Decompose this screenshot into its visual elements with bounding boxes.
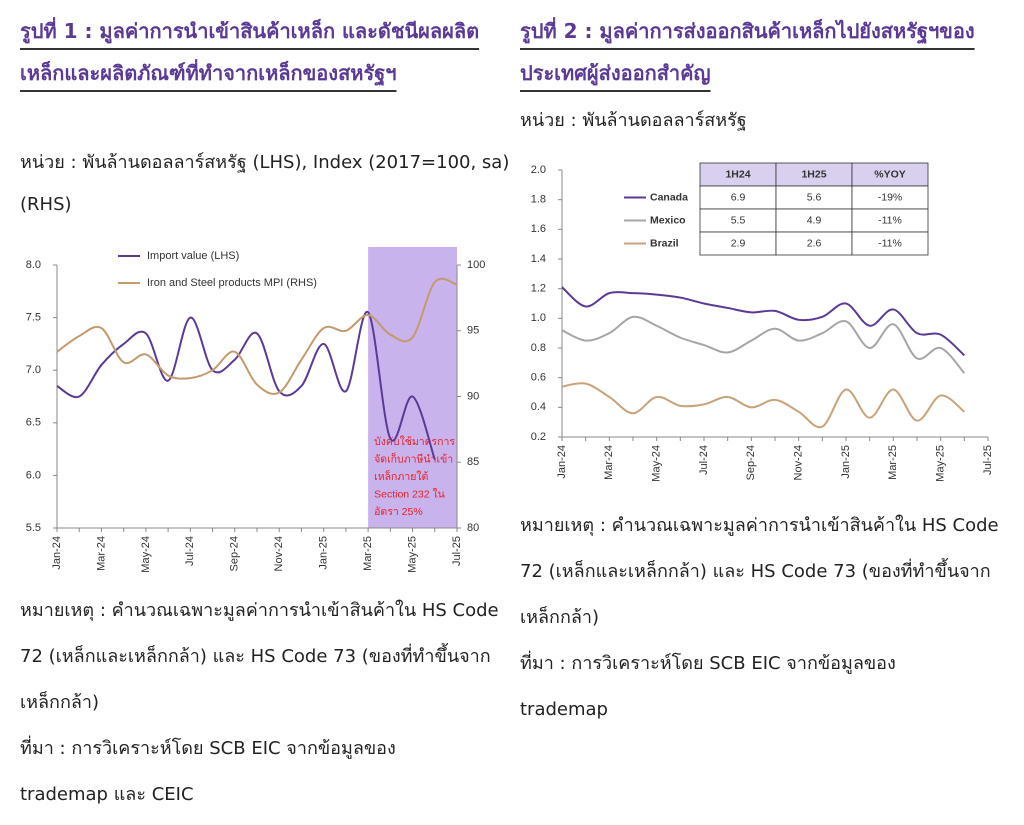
figure-title: รูปที่ 1 : มูลค่าการนำเข้าสินค้าเหล็ก แล… — [20, 19, 480, 85]
x-tick-label: Jul-24 — [698, 445, 710, 475]
annotation: Section 232 ใน — [374, 487, 445, 500]
unit-label: หน่วย : พันล้านดอลลาร์สหรัฐ — [520, 110, 747, 131]
y2-tick-label: 80 — [467, 522, 479, 534]
unit-label: หน่วย : พันล้านดอลลาร์สหรัฐ (LHS), Index… — [20, 152, 510, 215]
note: หมายเหตุ : คำนวณเฉพาะมูลค่าการนำเข้าสินค… — [520, 515, 999, 628]
annotation: อัตรา 25% — [374, 506, 423, 518]
x-tick-label: Jan-25 — [318, 536, 330, 570]
y-tick-label: 1.2 — [531, 283, 546, 295]
x-tick-label: Sep-24 — [229, 536, 241, 571]
series-line — [561, 382, 965, 429]
chart: 0.2 0.4 0.6 0.8 1.0 1.2 1.4 1.6 1.8 2.0 Jan-24 Mar-… — [531, 162, 994, 482]
x-tick-label: Nov-24 — [273, 536, 285, 571]
table-value: 5.6 — [807, 191, 822, 203]
y-tick-label: 1.0 — [531, 312, 546, 324]
y2-tick-label: 100 — [467, 259, 485, 271]
table-value: 2.6 — [807, 237, 822, 249]
series-line — [56, 277, 458, 396]
table-value: -11% — [878, 237, 902, 249]
x-tick-label: Jul-24 — [184, 536, 196, 566]
x-tick-label: Jul-25 — [451, 536, 463, 566]
annotation: บังคับใช้มาตรการ — [374, 435, 455, 448]
y-tick-label: 6.0 — [26, 469, 41, 481]
y-tick-label: 0.6 — [531, 372, 546, 384]
y-tick-label: 1.6 — [531, 223, 546, 235]
table-header: 1H25 — [801, 168, 826, 180]
table-value: 4.9 — [807, 214, 822, 226]
x-tick-label: Mar-24 — [95, 536, 107, 571]
figure-title: รูปที่ 2 : มูลค่าการส่งออกสินค้าเหล็กไปย… — [520, 19, 975, 85]
source: ที่มา : การวิเคราะห์โดย SCB EIC จากข้อมู… — [520, 653, 896, 720]
y-tick-label: 2.0 — [531, 164, 546, 176]
series-line — [561, 315, 966, 374]
y2-tick-label: 85 — [467, 456, 479, 468]
series-line — [561, 286, 966, 357]
legend-label: Iron and Steel products MPI (RHS) — [147, 277, 317, 289]
x-tick-label: Jul-25 — [982, 445, 994, 475]
y-tick-label: 5.5 — [26, 522, 41, 534]
table-cell — [851, 231, 929, 256]
legend-label: Canada — [650, 191, 688, 203]
note: หมายเหตุ : คำนวณเฉพาะมูลค่าการนำเข้าสินค… — [20, 600, 499, 713]
x-tick-label: Nov-24 — [793, 445, 805, 480]
x-tick-label: May-24 — [140, 536, 152, 573]
source: ที่มา : การวิเคราะห์โดย SCB EIC จากข้อมู… — [20, 738, 396, 805]
legend-label: Mexico — [650, 214, 686, 226]
y-tick-label: 7.5 — [26, 312, 41, 324]
legend-label: Import value (LHS) — [147, 250, 239, 262]
legend-label: Brazil — [650, 237, 679, 249]
y2-tick-label: 95 — [467, 325, 479, 337]
table-header: %YOY — [874, 168, 906, 180]
x-tick-label: May-24 — [651, 445, 663, 482]
y-tick-label: 1.8 — [531, 194, 546, 206]
x-tick-label: Mar-25 — [362, 536, 374, 571]
y-tick-label: 7.0 — [26, 364, 41, 376]
x-tick-label: Sep-24 — [745, 445, 757, 480]
y-tick-label: 0.8 — [531, 342, 546, 354]
x-tick-label: Mar-25 — [887, 445, 899, 480]
y2-tick-label: 90 — [467, 390, 479, 402]
table-value: 5.5 — [731, 214, 746, 226]
highlight-band — [368, 247, 457, 528]
y-tick-label: 0.2 — [531, 431, 546, 443]
table-value: -11% — [878, 214, 902, 226]
y-tick-label: 1.4 — [531, 253, 546, 265]
x-tick-label: Jan-24 — [556, 445, 568, 479]
x-tick-label: May-25 — [935, 445, 947, 482]
x-tick-label: Jan-24 — [51, 536, 63, 570]
y-tick-label: 8.0 — [26, 259, 41, 271]
x-tick-label: Mar-24 — [603, 445, 615, 480]
annotation: จัดเก็บภาษีนำเข้า — [374, 451, 453, 465]
series-line — [56, 311, 436, 460]
x-tick-label: May-25 — [406, 536, 418, 573]
y-tick-label: 0.4 — [531, 401, 546, 413]
table-value: -19% — [878, 191, 903, 203]
chart: บังคับใช้มาตรการจัดเก็บภาษีนำเข้าเหล็กภา… — [26, 247, 485, 573]
annotation: เหล็กภายใต้ — [374, 469, 428, 483]
table-value: 2.9 — [731, 237, 746, 249]
table-value: 6.9 — [731, 191, 746, 203]
y-tick-label: 6.5 — [26, 417, 41, 429]
table-header: 1H24 — [725, 168, 750, 180]
x-tick-label: Jan-25 — [840, 445, 852, 479]
